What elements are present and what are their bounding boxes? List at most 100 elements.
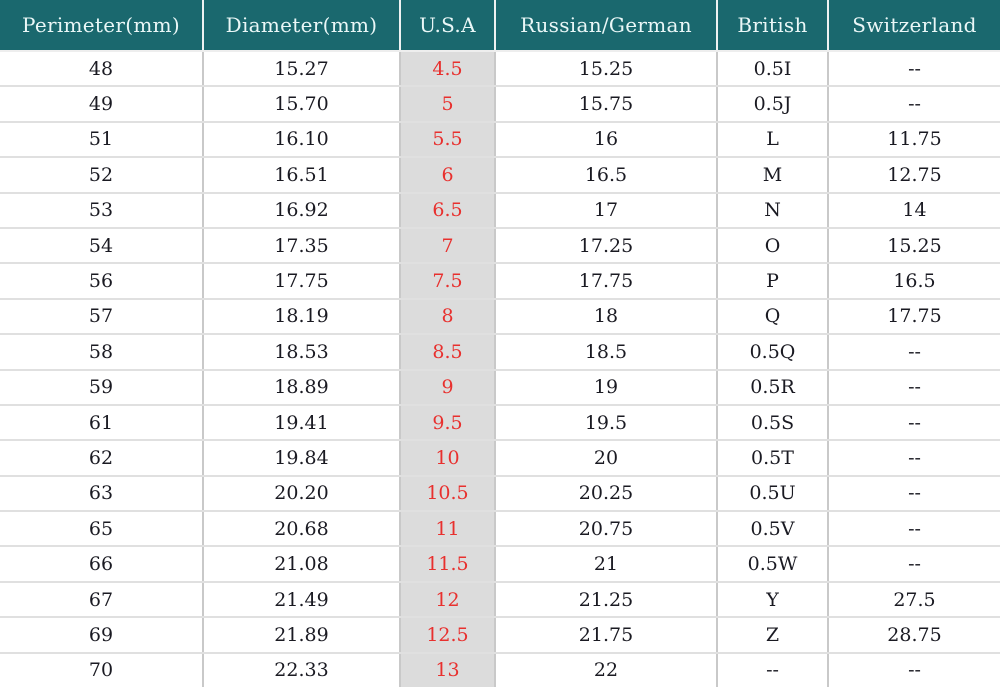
cell-perimeter-mm: 51 (0, 121, 204, 159)
cell-switzerland: 14 (828, 192, 1000, 229)
table-header: Perimeter(mm) Diameter(mm) U.S.A Russian… (0, 0, 1000, 52)
cell-russian-german: 19.5 (495, 404, 718, 442)
table-row: 51 16.10 5.5 16 L 11.75 (0, 121, 1000, 159)
cell-perimeter-mm: 69 (0, 617, 204, 654)
cell-diameter-mm: 16.92 (203, 192, 401, 229)
table-row: 62 19.84 10 20 0.5T -- (0, 440, 1000, 477)
cell-usa: 11.5 (400, 546, 496, 583)
cell-switzerland: -- (828, 546, 1000, 583)
cell-british: M (717, 157, 829, 194)
cell-diameter-mm: 18.19 (203, 298, 401, 336)
cell-diameter-mm: 22.33 (203, 652, 401, 688)
cell-russian-german: 17.75 (495, 263, 718, 300)
cell-usa: 8 (400, 298, 496, 336)
cell-russian-german: 21 (495, 546, 718, 583)
column-header-russian-german: Russian/German (495, 0, 718, 52)
cell-perimeter-mm: 57 (0, 298, 204, 336)
cell-switzerland: -- (828, 404, 1000, 442)
table-row: 70 22.33 13 22 -- -- (0, 652, 1000, 688)
cell-diameter-mm: 20.20 (203, 475, 401, 513)
cell-russian-german: 15.25 (495, 51, 718, 88)
cell-british: 0.5W (717, 546, 829, 583)
cell-british: 0.5R (717, 369, 829, 406)
table-row: 58 18.53 8.5 18.5 0.5Q -- (0, 334, 1000, 371)
cell-switzerland: -- (828, 51, 1000, 88)
cell-perimeter-mm: 63 (0, 475, 204, 513)
cell-diameter-mm: 21.08 (203, 546, 401, 583)
cell-diameter-mm: 21.49 (203, 581, 401, 619)
cell-switzerland: 27.5 (828, 581, 1000, 619)
cell-russian-german: 21.75 (495, 617, 718, 654)
cell-usa: 12.5 (400, 617, 496, 654)
cell-perimeter-mm: 67 (0, 581, 204, 619)
table-row: 63 20.20 10.5 20.25 0.5U -- (0, 475, 1000, 513)
cell-diameter-mm: 21.89 (203, 617, 401, 654)
column-header-british: British (717, 0, 829, 52)
cell-british: 0.5T (717, 440, 829, 477)
cell-perimeter-mm: 56 (0, 263, 204, 300)
cell-russian-german: 15.75 (495, 86, 718, 123)
cell-usa: 9.5 (400, 404, 496, 442)
cell-diameter-mm: 18.53 (203, 334, 401, 371)
cell-switzerland: -- (828, 369, 1000, 406)
cell-switzerland: -- (828, 440, 1000, 477)
cell-usa: 6 (400, 157, 496, 194)
table-row: 56 17.75 7.5 17.75 P 16.5 (0, 263, 1000, 300)
cell-usa: 10.5 (400, 475, 496, 513)
table-row: 53 16.92 6.5 17 N 14 (0, 192, 1000, 229)
cell-usa: 7 (400, 227, 496, 265)
cell-perimeter-mm: 70 (0, 652, 204, 688)
cell-switzerland: -- (828, 511, 1000, 548)
cell-russian-german: 17 (495, 192, 718, 229)
cell-usa: 9 (400, 369, 496, 406)
cell-diameter-mm: 18.89 (203, 369, 401, 406)
table-row: 57 18.19 8 18 Q 17.75 (0, 298, 1000, 336)
cell-switzerland: -- (828, 652, 1000, 688)
cell-perimeter-mm: 54 (0, 227, 204, 265)
table-row: 66 21.08 11.5 21 0.5W -- (0, 546, 1000, 583)
cell-usa: 7.5 (400, 263, 496, 300)
table-row: 69 21.89 12.5 21.75 Z 28.75 (0, 617, 1000, 654)
cell-russian-german: 21.25 (495, 581, 718, 619)
cell-switzerland: 16.5 (828, 263, 1000, 300)
cell-perimeter-mm: 66 (0, 546, 204, 583)
cell-usa: 5 (400, 86, 496, 123)
cell-british: 0.5U (717, 475, 829, 513)
cell-russian-german: 20 (495, 440, 718, 477)
table-row: 52 16.51 6 16.5 M 12.75 (0, 157, 1000, 194)
cell-british: Z (717, 617, 829, 654)
cell-switzerland: -- (828, 334, 1000, 371)
cell-switzerland: -- (828, 475, 1000, 513)
cell-british: -- (717, 652, 829, 688)
cell-switzerland: 15.25 (828, 227, 1000, 265)
cell-british: 0.5J (717, 86, 829, 123)
cell-diameter-mm: 17.35 (203, 227, 401, 265)
cell-diameter-mm: 19.84 (203, 440, 401, 477)
table-row: 67 21.49 12 21.25 Y 27.5 (0, 581, 1000, 619)
cell-british: O (717, 227, 829, 265)
cell-diameter-mm: 15.27 (203, 51, 401, 88)
cell-usa: 12 (400, 581, 496, 619)
cell-russian-german: 18.5 (495, 334, 718, 371)
table-row: 59 18.89 9 19 0.5R -- (0, 369, 1000, 406)
cell-usa: 8.5 (400, 334, 496, 371)
column-header-usa: U.S.A (400, 0, 496, 52)
cell-perimeter-mm: 49 (0, 86, 204, 123)
cell-russian-german: 22 (495, 652, 718, 688)
cell-british: L (717, 121, 829, 159)
cell-usa: 5.5 (400, 121, 496, 159)
column-header-diameter-mm: Diameter(mm) (203, 0, 401, 52)
table-row: 65 20.68 11 20.75 0.5V -- (0, 511, 1000, 548)
cell-usa: 13 (400, 652, 496, 688)
cell-switzerland: -- (828, 86, 1000, 123)
table-row: 48 15.27 4.5 15.25 0.5I -- (0, 51, 1000, 88)
cell-russian-german: 17.25 (495, 227, 718, 265)
cell-british: Y (717, 581, 829, 619)
header-row: Perimeter(mm) Diameter(mm) U.S.A Russian… (0, 0, 1000, 52)
cell-british: P (717, 263, 829, 300)
cell-british: N (717, 192, 829, 229)
cell-diameter-mm: 20.68 (203, 511, 401, 548)
cell-russian-german: 20.25 (495, 475, 718, 513)
cell-perimeter-mm: 58 (0, 334, 204, 371)
